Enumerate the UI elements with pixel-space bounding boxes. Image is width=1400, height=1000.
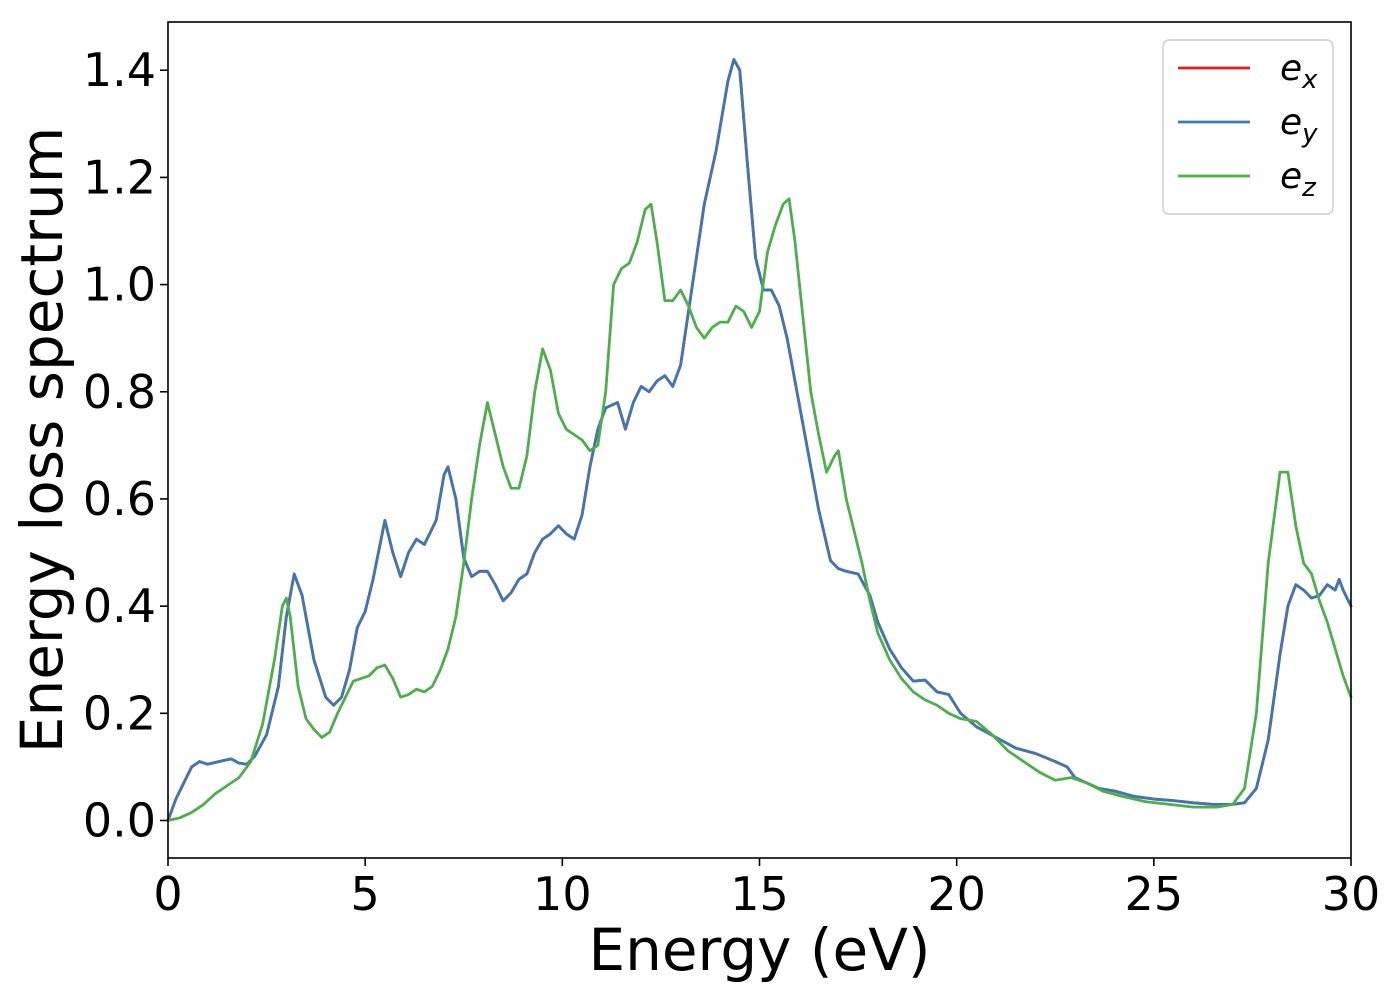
y-tick-label: 0.0	[83, 793, 156, 847]
x-axis-label: Energy (eV)	[588, 916, 930, 984]
series-line-ey	[166, 58, 1353, 822]
y-tick-label: 0.8	[83, 365, 156, 419]
y-tick-label: 0.2	[83, 686, 156, 740]
legend-box	[1162, 39, 1334, 215]
x-axis: 0 5 10 15 20 25 30	[153, 858, 1380, 921]
x-tick-label: 5	[351, 867, 380, 921]
legend: ex ey ez	[1162, 39, 1334, 215]
plot-area	[166, 58, 1353, 822]
series-line-ez	[166, 197, 1353, 822]
x-tick-label: 0	[153, 867, 182, 921]
x-tick-label: 30	[1322, 867, 1381, 921]
x-tick-label: 20	[927, 867, 986, 921]
y-tick-label: 1.2	[83, 150, 156, 204]
y-axis: 0.0 0.2 0.4 0.6 0.8 1.0 1.2 1.4	[83, 43, 168, 847]
legend-label-ez: ez	[1280, 156, 1317, 203]
legend-label-ex: ex	[1280, 48, 1318, 95]
y-tick-label: 0.4	[83, 579, 156, 633]
y-tick-label: 0.6	[83, 472, 156, 526]
x-tick-label: 15	[730, 867, 789, 921]
y-tick-label: 1.0	[83, 258, 156, 312]
y-axis-label: Energy loss spectrum	[8, 127, 76, 753]
x-tick-label: 25	[1125, 867, 1184, 921]
legend-label-ey: ey	[1280, 102, 1318, 149]
x-tick-label: 10	[533, 867, 592, 921]
y-tick-label: 1.4	[83, 43, 156, 97]
